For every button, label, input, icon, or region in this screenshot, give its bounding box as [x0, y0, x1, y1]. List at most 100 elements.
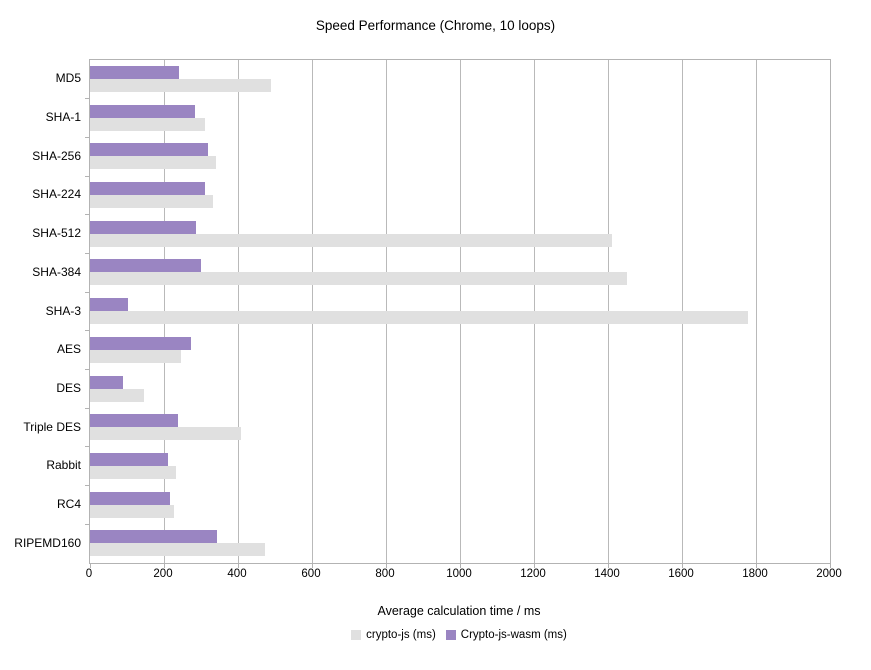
bar-sha-384-wasm [90, 259, 201, 273]
x-tick-label-1800: 1800 [742, 568, 768, 580]
legend-label-crypto-js: crypto-js (ms) [366, 629, 436, 641]
x-axis-tick-labels: 0 200 400 600 800 1000 1200 1400 1600 1800 2000 [85, 568, 842, 582]
x-tick-mark-1800 [755, 564, 757, 568]
bar-row-sha-3 [90, 292, 830, 331]
bar-triple-des-crypto-js [90, 427, 241, 441]
bar-row-md5 [90, 60, 830, 99]
bar-sha-256-wasm [90, 143, 208, 157]
y-tick-mark-8 [85, 369, 90, 371]
bar-rabbit-wasm [90, 452, 169, 466]
category-label-des: DES [56, 380, 81, 395]
y-tick-mark-3 [85, 175, 90, 177]
x-tick-label-400: 400 [227, 568, 247, 580]
x-tick-mark-1400 [607, 564, 609, 568]
chart-title: Speed Performance (Chrome, 10 loops) [315, 18, 556, 33]
category-label-sha-1: SHA-1 [45, 110, 81, 125]
bar-row-ripemd160 [90, 524, 830, 563]
y-tick-mark-5 [85, 252, 90, 254]
category-label-triple-des: Triple DES [23, 419, 81, 434]
x-tick-mark-600 [311, 564, 313, 568]
bar-sha-512-wasm [90, 220, 197, 234]
x-tick-label-800: 800 [375, 568, 395, 580]
bar-ripemd160-crypto-js [90, 543, 266, 557]
y-tick-mark-4 [85, 214, 90, 216]
category-label-ripemd160: RIPEMD160 [14, 535, 81, 550]
bar-sha-224-wasm [90, 182, 205, 196]
bar-row-rc4 [90, 486, 830, 525]
gridline-x-1800 [755, 60, 757, 563]
bar-md5-crypto-js [90, 79, 272, 92]
x-tick-label-1600: 1600 [668, 568, 694, 580]
y-tick-mark-6 [85, 291, 90, 293]
y-tick-mark-1 [85, 98, 90, 100]
y-axis-category-labels: MD5 SHA-1 SHA-256 SHA-224 SHA-512 SHA-384 SHA-… [0, 59, 81, 562]
bar-row-sha-512 [90, 215, 830, 254]
bar-md5-wasm [90, 66, 180, 79]
bar-rc4-wasm [90, 491, 170, 505]
bar-aes-crypto-js [90, 349, 182, 363]
category-label-md5: MD5 [55, 71, 81, 86]
legend-swatch-icon-crypto-js-wasm [445, 630, 456, 640]
x-tick-mark-1200 [533, 564, 535, 568]
plot-area [85, 59, 831, 568]
legend-item-crypto-js-wasm: Crypto-js-wasm (ms) [445, 629, 567, 641]
x-tick-mark-0 [89, 564, 91, 568]
bar-rabbit-crypto-js [90, 465, 177, 479]
bar-row-des [90, 370, 830, 409]
bar-sha-256-crypto-js [90, 156, 216, 170]
y-tick-mark-9 [85, 407, 90, 409]
bar-aes-wasm [90, 336, 191, 350]
bar-sha-512-crypto-js [90, 233, 612, 247]
bar-row-rabbit [90, 447, 830, 486]
legend-item-crypto-js: crypto-js (ms) [351, 629, 436, 641]
x-axis-title: Average calculation time / ms [377, 604, 541, 618]
x-tick-mark-800 [385, 564, 387, 568]
category-label-sha-256: SHA-256 [32, 148, 81, 163]
bar-des-crypto-js [90, 388, 145, 402]
bar-sha-3-crypto-js [90, 311, 748, 325]
y-tick-mark-12 [85, 523, 90, 525]
category-label-sha-224: SHA-224 [32, 187, 81, 202]
y-tick-mark-2 [85, 136, 90, 138]
bar-sha-3-wasm [90, 298, 128, 312]
bar-rc4-crypto-js [90, 504, 174, 518]
bar-row-aes [90, 331, 830, 370]
x-tick-mark-1600 [681, 564, 683, 568]
legend: crypto-js (ms) Crypto-js-wasm (ms) [89, 629, 829, 641]
category-label-sha-384: SHA-384 [32, 264, 81, 279]
bar-ripemd160-wasm [90, 530, 218, 544]
category-label-rabbit: Rabbit [46, 458, 81, 473]
legend-swatch-icon-crypto-js [351, 630, 362, 640]
x-tick-label-200: 200 [153, 568, 173, 580]
x-tick-label-1000: 1000 [446, 568, 472, 580]
bar-triple-des-wasm [90, 414, 178, 428]
x-tick-label-2000: 2000 [816, 568, 842, 580]
x-tick-mark-400 [237, 564, 239, 568]
y-tick-mark-7 [85, 330, 90, 332]
category-label-aes: AES [56, 342, 81, 357]
x-tick-label-600: 600 [301, 568, 321, 580]
x-tick-label-1400: 1400 [594, 568, 620, 580]
bar-row-sha-224 [90, 176, 830, 215]
x-tick-mark-2000 [829, 564, 831, 568]
x-tick-mark-1000 [459, 564, 461, 568]
bar-sha-224-crypto-js [90, 195, 214, 209]
x-tick-label-1200: 1200 [520, 568, 546, 580]
bar-row-sha-1 [90, 99, 830, 138]
bar-sha-384-crypto-js [90, 272, 628, 286]
y-tick-mark-11 [85, 485, 90, 487]
bar-sha-1-wasm [90, 104, 196, 118]
bar-des-wasm [90, 375, 123, 389]
y-tick-mark-10 [85, 446, 90, 448]
category-label-rc4: RC4 [56, 496, 81, 511]
bar-row-sha-384 [90, 253, 830, 292]
category-label-sha-3: SHA-3 [45, 303, 81, 318]
x-tick-mark-200 [163, 564, 165, 568]
x-tick-label-0: 0 [85, 568, 93, 580]
bar-row-triple-des [90, 408, 830, 447]
bar-row-sha-256 [90, 137, 830, 176]
legend-label-crypto-js-wasm: Crypto-js-wasm (ms) [460, 629, 567, 641]
category-label-sha-512: SHA-512 [32, 226, 81, 241]
bar-sha-1-crypto-js [90, 117, 206, 131]
